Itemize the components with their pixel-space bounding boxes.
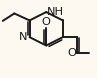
Text: O: O [42, 17, 51, 27]
Text: N: N [19, 32, 27, 42]
Text: NH: NH [47, 7, 64, 17]
Text: O: O [67, 48, 76, 58]
